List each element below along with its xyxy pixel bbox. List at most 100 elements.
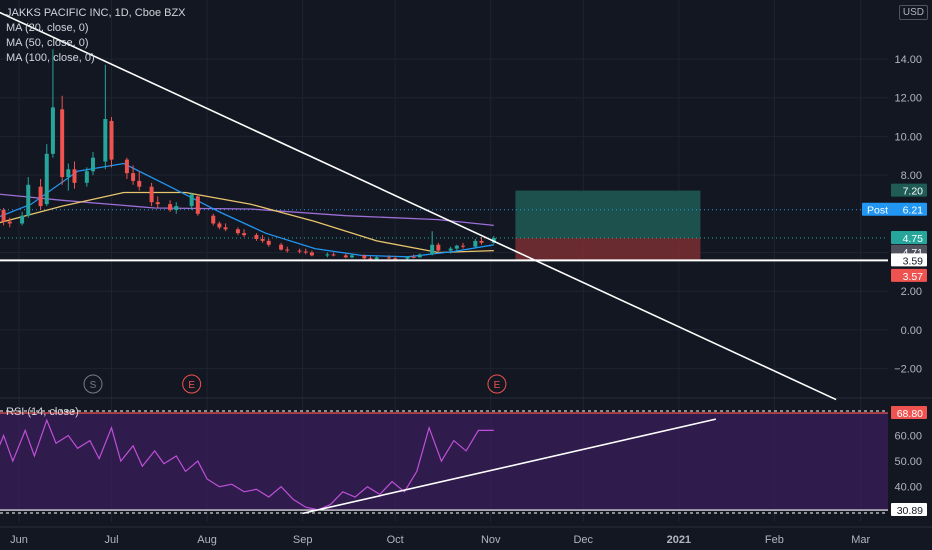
- ma100-line[interactable]: [0, 193, 494, 227]
- candle-body[interactable]: [368, 258, 373, 260]
- candle-body[interactable]: [374, 257, 379, 260]
- candle-body[interactable]: [417, 254, 422, 258]
- price-axis-tick: −2.00: [894, 364, 922, 376]
- price-label: Post: [867, 205, 888, 217]
- price-label: 7.20: [903, 186, 924, 198]
- event-marker-label: E: [494, 380, 501, 391]
- candle-body[interactable]: [109, 120, 114, 160]
- candle-body[interactable]: [235, 229, 240, 234]
- ma50-line[interactable]: [0, 191, 494, 254]
- candle-body[interactable]: [461, 245, 465, 247]
- candle-body[interactable]: [91, 157, 95, 172]
- event-marker[interactable]: [487, 374, 507, 394]
- candle-body[interactable]: [405, 256, 410, 259]
- symbol-title: JAKKS PACIFIC INC, 1D, Cboe BZX: [6, 7, 186, 19]
- chart-legend: JAKKS PACIFIC INC, 1D, Cboe BZX MA (20, …: [6, 6, 186, 66]
- candle-body[interactable]: [325, 254, 330, 256]
- candle-body[interactable]: [343, 255, 348, 258]
- candle-body[interactable]: [1, 209, 6, 222]
- candle-body[interactable]: [473, 240, 478, 247]
- event-marker-label: S: [90, 380, 97, 391]
- ma50-legend[interactable]: MA (50, close, 0): [6, 37, 89, 49]
- candle-body[interactable]: [448, 248, 453, 251]
- candle-body[interactable]: [26, 184, 31, 216]
- candle-body[interactable]: [479, 240, 484, 243]
- rsi-level-label: 30.89: [897, 505, 923, 517]
- price-axis-tick: 12.00: [894, 93, 922, 105]
- candle-body[interactable]: [411, 256, 416, 258]
- rsi-level-box: [891, 406, 927, 419]
- candle-body[interactable]: [60, 109, 65, 178]
- price-trendline[interactable]: [0, 3, 837, 401]
- candle-body[interactable]: [454, 245, 459, 249]
- price-axis-tick: 2.00: [901, 286, 922, 298]
- candle-body[interactable]: [84, 171, 89, 183]
- candle-body[interactable]: [279, 244, 284, 250]
- currency-badge[interactable]: USD: [898, 5, 928, 20]
- price-label-box: [891, 253, 927, 267]
- candle-body[interactable]: [266, 240, 271, 245]
- candle-body[interactable]: [303, 251, 308, 253]
- candle-body[interactable]: [362, 255, 367, 259]
- candle-body[interactable]: [260, 238, 265, 241]
- time-axis-label: Feb: [765, 534, 784, 546]
- loss-zone[interactable]: [515, 237, 701, 261]
- candle-body[interactable]: [20, 215, 25, 224]
- candle-body[interactable]: [50, 107, 55, 154]
- candle-body[interactable]: [331, 254, 336, 256]
- candle-body[interactable]: [211, 215, 216, 224]
- time-axis-label: Jul: [104, 534, 118, 546]
- candle-body[interactable]: [137, 180, 142, 187]
- candle-body[interactable]: [155, 202, 160, 205]
- price-label: 6.21: [903, 205, 924, 217]
- candle-body[interactable]: [168, 204, 173, 210]
- rsi-level-label: 68.80: [897, 408, 923, 420]
- candle-body[interactable]: [297, 250, 302, 252]
- ma100-legend[interactable]: MA (100, close, 0): [6, 52, 95, 64]
- event-marker[interactable]: [182, 374, 202, 394]
- candle-body[interactable]: [38, 186, 43, 207]
- candle-body[interactable]: [72, 169, 77, 183]
- rsi-level-box: [891, 503, 927, 517]
- candle-body[interactable]: [393, 258, 398, 260]
- candle-body[interactable]: [149, 186, 154, 203]
- price-label-box: [891, 230, 927, 244]
- candle-body[interactable]: [242, 233, 247, 236]
- rsi-legend[interactable]: RSI (14, close): [6, 406, 79, 418]
- price-axis-tick: 8.00: [901, 170, 922, 182]
- price-label: 3.59: [903, 255, 924, 267]
- candle-body[interactable]: [223, 227, 228, 230]
- event-marker-label: E: [188, 380, 195, 391]
- candle-body[interactable]: [436, 244, 441, 251]
- event-marker[interactable]: [83, 374, 103, 394]
- candle-body[interactable]: [7, 221, 12, 224]
- candle-body[interactable]: [124, 159, 129, 174]
- price-label-box: [891, 268, 927, 282]
- profit-zone[interactable]: [515, 190, 701, 238]
- candle-body[interactable]: [309, 252, 314, 256]
- time-axis-label: Dec: [573, 534, 593, 546]
- ma20-legend[interactable]: MA (20, close, 0): [6, 22, 89, 34]
- candle-body[interactable]: [285, 249, 290, 251]
- candle-body[interactable]: [66, 169, 71, 178]
- candle-body[interactable]: [131, 173, 136, 181]
- candle-body[interactable]: [44, 153, 49, 205]
- candle-body[interactable]: [174, 206, 179, 210]
- time-axis-label: Nov: [481, 534, 501, 546]
- candle-body[interactable]: [103, 118, 108, 162]
- rsi-trendline[interactable]: [302, 418, 717, 515]
- time-axis-label: Jun: [10, 534, 28, 546]
- candle-body[interactable]: [350, 255, 354, 258]
- candle-body[interactable]: [217, 223, 222, 228]
- candle-body[interactable]: [430, 244, 435, 255]
- candle-body[interactable]: [189, 194, 194, 207]
- rsi-line[interactable]: [0, 418, 494, 511]
- rsi-axis-tick: 50.00: [894, 456, 922, 468]
- time-axis-label: Aug: [197, 534, 217, 546]
- time-axis-label: Mar: [851, 534, 870, 546]
- candle-body[interactable]: [387, 257, 391, 259]
- candle-body[interactable]: [254, 235, 259, 239]
- candle-body[interactable]: [195, 196, 200, 214]
